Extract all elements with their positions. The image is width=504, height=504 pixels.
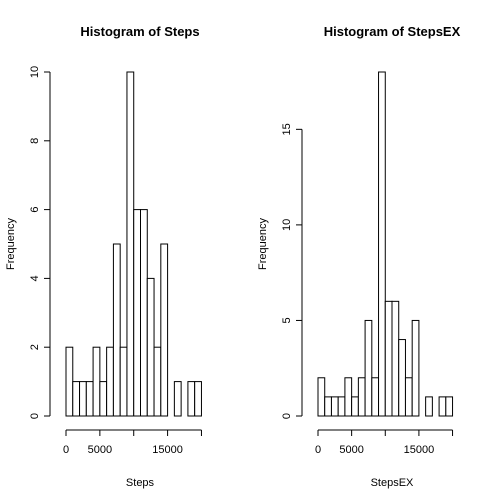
histogram-bar — [112, 243, 121, 417]
y-tick-label: 10 — [281, 219, 293, 231]
histogram-bar — [324, 396, 332, 417]
histogram-bar — [119, 346, 128, 417]
x-axis-label: Steps — [126, 477, 155, 489]
histogram-bar — [425, 396, 433, 417]
y-tick-label: 5 — [281, 317, 293, 323]
histogram-bar — [173, 381, 182, 417]
histogram-bar — [384, 300, 393, 417]
x-tick-label: 15000 — [404, 444, 435, 456]
histogram-bar — [153, 346, 162, 417]
histogram-bar — [337, 396, 346, 417]
histogram-bar — [187, 381, 196, 417]
histogram-bar — [126, 71, 135, 417]
histogram-bar — [411, 319, 420, 417]
histogram-bar — [398, 339, 406, 417]
histogram-bar — [445, 396, 454, 417]
x-tick-label: 15000 — [152, 444, 183, 456]
y-tick-label: 4 — [29, 275, 41, 281]
y-tick-label: 6 — [29, 207, 41, 213]
histogram-bar — [404, 377, 413, 417]
histogram-bar — [378, 71, 386, 417]
histogram-bar — [72, 381, 81, 417]
histogram-bar — [92, 346, 101, 417]
histogram-panel-stepsex: Histogram of StepsEX 0 5000 15000 0 5 10 15 Step… — [257, 24, 461, 489]
histogram-bar — [438, 396, 447, 417]
histogram-bar — [106, 346, 114, 417]
histogram-bar — [194, 381, 202, 417]
y-tick-label: 0 — [29, 413, 41, 419]
histogram-bar — [140, 209, 148, 417]
histogram-bar — [351, 396, 359, 417]
histogram-bar — [99, 381, 108, 417]
histogram-bar — [357, 377, 366, 417]
y-axis-label: Frequency — [257, 218, 269, 270]
histogram-bar — [65, 346, 74, 417]
y-tick-label: 2 — [29, 344, 41, 350]
histogram-bar — [371, 377, 380, 417]
x-tick-label: 5000 — [339, 444, 363, 456]
chart-title: Histogram of Steps — [80, 24, 199, 39]
histogram-bar — [364, 319, 373, 417]
histogram-bar — [160, 243, 169, 417]
x-axis-label: StepsEX — [371, 477, 414, 489]
x-tick-label: 0 — [63, 444, 69, 456]
y-tick-label: 8 — [29, 138, 41, 144]
histogram-bar — [317, 377, 326, 417]
y-axis-label: Frequency — [5, 218, 17, 270]
histogram-bar — [330, 396, 339, 417]
histogram-bar — [85, 381, 94, 417]
histogram-bar — [79, 381, 87, 417]
y-tick-label: 0 — [281, 413, 293, 419]
histogram-panel-steps: Histogram of Steps 0 5000 15000 0 2 4 6 8 10 Steps… — [5, 24, 202, 489]
y-tick-label: 15 — [281, 123, 293, 135]
histogram-bar — [344, 377, 353, 417]
chart-title: Histogram of StepsEX — [324, 24, 461, 39]
y-tick-label: 10 — [29, 66, 41, 78]
histogram-bar — [391, 300, 400, 417]
x-tick-label: 5000 — [88, 444, 112, 456]
histogram-bar — [146, 277, 155, 417]
histogram-bar — [133, 209, 142, 417]
x-tick-label: 0 — [315, 444, 321, 456]
